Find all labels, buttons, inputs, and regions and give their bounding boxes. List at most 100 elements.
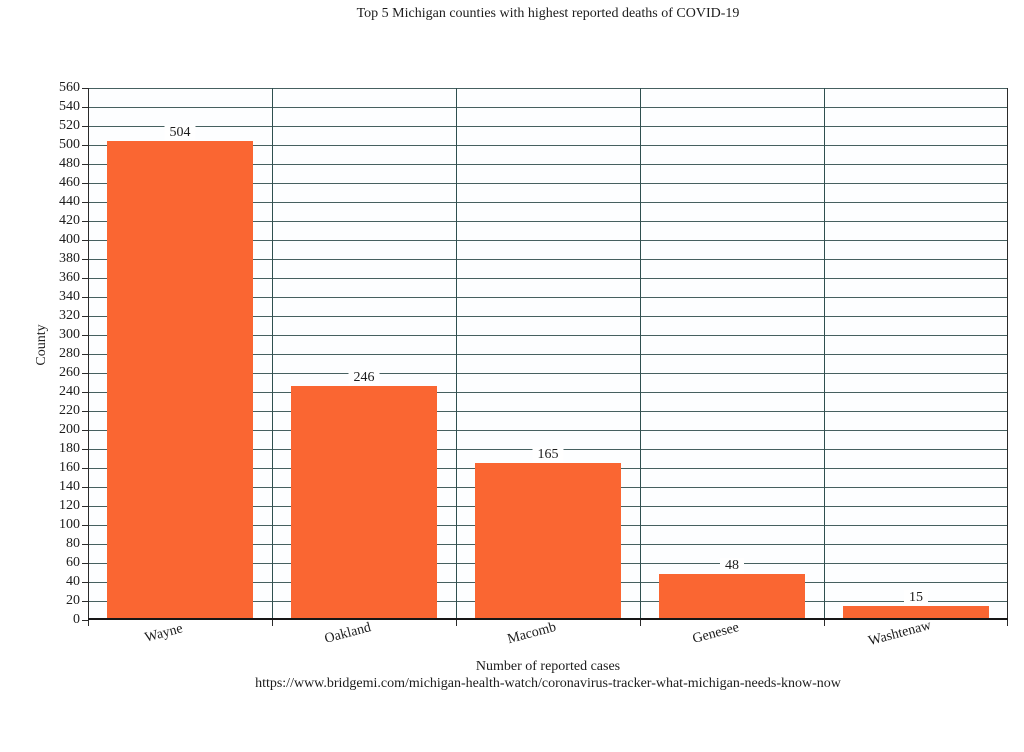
gridline-horizontal xyxy=(88,240,1008,241)
x-axis-tick xyxy=(88,620,89,626)
gridline-vertical xyxy=(824,88,825,620)
y-tick-label: 420 xyxy=(59,213,80,228)
y-axis-tick xyxy=(82,145,88,146)
x-axis-tick xyxy=(272,620,273,626)
y-axis-tick xyxy=(82,221,88,222)
gridline-horizontal xyxy=(88,316,1008,317)
y-tick-label: 300 xyxy=(59,327,80,342)
x-axis-tick xyxy=(640,620,641,626)
plot-area: 0 20 40 60 80 100 120 140 160 180 200 220 240 260 280 3… xyxy=(59,81,1008,649)
y-tick-label: 440 xyxy=(59,194,80,209)
y-tick-label: 280 xyxy=(59,346,80,361)
y-tick-label: 320 xyxy=(59,308,80,323)
y-tick-label: 80 xyxy=(66,536,80,551)
y-axis-tick xyxy=(82,563,88,564)
gridline-horizontal xyxy=(88,164,1008,165)
y-axis-tick xyxy=(82,202,88,203)
gridline-horizontal xyxy=(88,259,1008,260)
y-axis-tick xyxy=(82,525,88,526)
y-tick-label: 560 xyxy=(59,80,80,95)
y-axis-tick xyxy=(82,278,88,279)
y-tick-label: 520 xyxy=(59,118,80,133)
gridline-horizontal xyxy=(88,107,1008,108)
bar-value-label: 165 xyxy=(532,447,564,462)
gridline-horizontal xyxy=(88,88,1008,89)
x-axis-tick xyxy=(824,620,825,626)
y-tick-label: 20 xyxy=(66,593,80,608)
gridline-horizontal xyxy=(88,221,1008,222)
bar-value-label: 504 xyxy=(164,125,196,140)
y-axis-tick xyxy=(82,582,88,583)
y-axis-tick xyxy=(82,468,88,469)
y-tick-label: 180 xyxy=(59,441,80,456)
y-axis-tick xyxy=(82,297,88,298)
y-axis-tick xyxy=(82,126,88,127)
y-tick-label: 340 xyxy=(59,289,80,304)
bar-wayne xyxy=(107,141,253,618)
bar-macomb xyxy=(475,463,621,618)
y-tick-label: 160 xyxy=(59,460,80,475)
gridline-horizontal xyxy=(88,202,1008,203)
gridline-horizontal xyxy=(88,183,1008,184)
gridline-horizontal xyxy=(88,278,1008,279)
y-tick-label: 380 xyxy=(59,251,80,266)
bar-value-label: 15 xyxy=(904,590,928,605)
y-axis-tick xyxy=(82,601,88,602)
x-axis-line xyxy=(88,618,1008,620)
y-axis-tick xyxy=(82,240,88,241)
y-axis-tick xyxy=(82,620,88,621)
x-axis-tick xyxy=(456,620,457,626)
gridline-vertical xyxy=(456,88,457,620)
y-tick-label: 120 xyxy=(59,498,80,513)
y-tick-label: 0 xyxy=(73,612,80,627)
gridline-horizontal xyxy=(88,145,1008,146)
gridline-horizontal xyxy=(88,335,1008,336)
y-axis-tick xyxy=(82,373,88,374)
y-axis-tick xyxy=(82,107,88,108)
gridline-horizontal xyxy=(88,411,1008,412)
y-axis-tick xyxy=(82,544,88,545)
bar-value-label: 246 xyxy=(348,370,380,385)
gridline-vertical xyxy=(640,88,641,620)
bar-oakland xyxy=(291,386,437,618)
x-axis-tick xyxy=(1007,620,1008,626)
y-tick-label: 360 xyxy=(59,270,80,285)
y-tick-label: 60 xyxy=(66,555,80,570)
y-axis-tick xyxy=(82,411,88,412)
gridline-vertical xyxy=(272,88,273,620)
bar-washtenaw xyxy=(843,606,989,618)
y-axis-tick xyxy=(82,335,88,336)
y-tick-label: 140 xyxy=(59,479,80,494)
y-tick-label: 240 xyxy=(59,384,80,399)
y-axis-tick xyxy=(82,183,88,184)
gridline-horizontal xyxy=(88,430,1008,431)
y-tick-label: 480 xyxy=(59,156,80,171)
y-axis-tick xyxy=(82,164,88,165)
y-tick-label: 500 xyxy=(59,137,80,152)
gridline-horizontal xyxy=(88,392,1008,393)
y-tick-label: 200 xyxy=(59,422,80,437)
y-tick-label: 100 xyxy=(59,517,80,532)
source-url: https://www.bridgemi.com/michigan-health… xyxy=(255,676,841,691)
y-axis-line xyxy=(88,88,89,620)
y-axis-tick xyxy=(82,392,88,393)
y-tick-label: 220 xyxy=(59,403,80,418)
y-axis-tick xyxy=(82,316,88,317)
y-axis-tick xyxy=(82,449,88,450)
y-tick-label: 540 xyxy=(59,99,80,114)
y-axis-tick xyxy=(82,88,88,89)
gridline-horizontal xyxy=(88,373,1008,374)
y-axis-tick xyxy=(82,259,88,260)
x-axis-label: Number of reported cases xyxy=(475,659,621,674)
y-tick-label: 460 xyxy=(59,175,80,190)
bar-value-label: 48 xyxy=(720,558,744,573)
bar-genesee xyxy=(659,574,805,618)
gridline-horizontal xyxy=(88,297,1008,298)
y-tick-label: 40 xyxy=(66,574,80,589)
plot-right-border xyxy=(1007,88,1008,620)
gridline-horizontal xyxy=(88,126,1008,127)
y-axis-tick xyxy=(82,487,88,488)
y-axis-tick xyxy=(82,506,88,507)
y-axis-tick xyxy=(82,354,88,355)
